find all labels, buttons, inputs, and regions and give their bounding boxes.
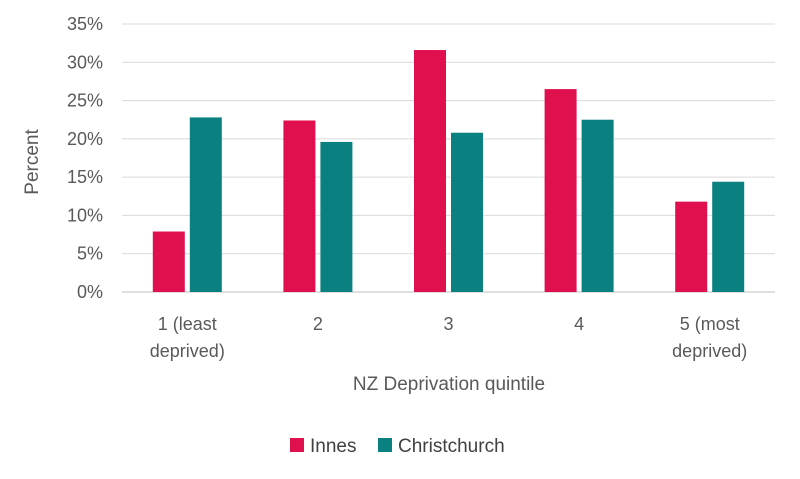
y-tick-label: 15% (67, 167, 103, 187)
y-tick-label: 10% (67, 205, 103, 225)
x-axis-ticks: 1 (least deprived) 2 3 4 5 (most deprived) (150, 314, 747, 361)
y-tick-label: 25% (67, 91, 103, 111)
x-tick-label-line: 3 (443, 314, 453, 334)
y-tick-label: 0% (77, 282, 103, 302)
x-tick-label-line: 1 (least (158, 314, 217, 334)
x-tick-label-line: 2 (313, 314, 323, 334)
bar-innes (152, 231, 185, 292)
gridlines (122, 23, 775, 293)
bar-innes (283, 120, 316, 292)
bar-innes (544, 89, 577, 292)
bar-christchurch (320, 141, 353, 292)
x-axis-title: NZ Deprivation quintile (353, 374, 545, 395)
y-axis-ticks: 0% 5% 10% 15% 20% 25% 30% 35% (67, 14, 103, 302)
bar-christchurch (189, 117, 222, 292)
x-tick-label-line: deprived) (672, 341, 747, 361)
x-tick-label: 3 (443, 314, 453, 334)
y-tick-label: 20% (67, 129, 103, 149)
bars (152, 50, 745, 292)
legend: Innes Christchurch (290, 436, 505, 457)
bar-innes (414, 50, 446, 292)
bar-christchurch (581, 119, 614, 292)
x-tick-label-line: deprived) (150, 341, 225, 361)
x-tick-label: 5 (most deprived) (672, 314, 747, 361)
x-tick-label-line: 5 (most (680, 314, 740, 334)
bar-innes (675, 201, 708, 292)
y-tick-label: 30% (67, 52, 103, 72)
x-tick-label: 2 (313, 314, 323, 334)
y-tick-label: 35% (67, 14, 103, 34)
x-tick-label: 1 (least deprived) (150, 314, 225, 361)
x-tick-label: 4 (574, 314, 584, 334)
y-tick-label: 5% (77, 244, 103, 264)
x-tick-label-line: 4 (574, 314, 584, 334)
bar-christchurch (712, 181, 745, 292)
legend-swatch-christchurch (378, 438, 392, 452)
legend-swatch-innes (290, 438, 304, 452)
legend-label-innes: Innes (310, 436, 356, 457)
y-axis-title: Percent (22, 129, 43, 195)
legend-label-christchurch: Christchurch (398, 436, 505, 457)
bar-christchurch (451, 132, 483, 292)
